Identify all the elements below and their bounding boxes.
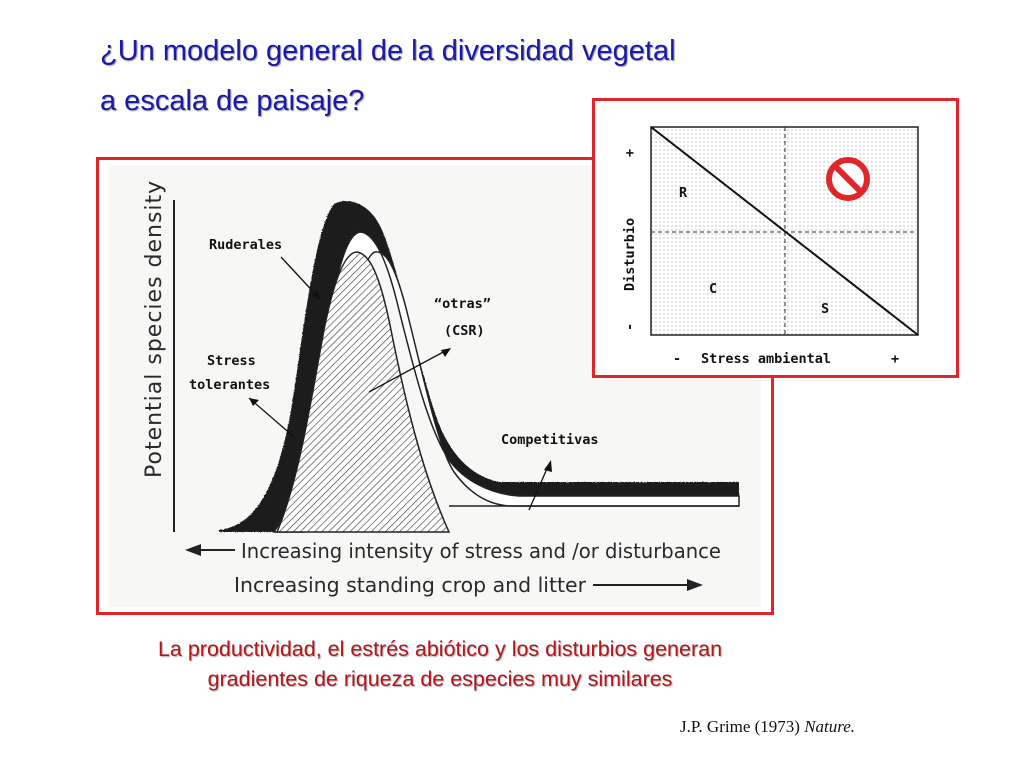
annotation-ruderales-arrow — [280, 256, 320, 299]
crop-arrow-label: Increasing standing crop and litter — [234, 573, 587, 597]
caption-line-1: La productividad, el estrés abiótico y l… — [157, 637, 723, 661]
csr-diagram: R C S + Disturbio - - Stress ambiental + — [622, 126, 919, 367]
annotation-ruderales-arrowhead — [311, 290, 321, 300]
stress-tolerant-band — [275, 251, 451, 533]
csr-label-r: R — [679, 185, 688, 201]
csr-y-minus: - — [622, 323, 638, 331]
csr-label-c: C — [709, 281, 717, 297]
annotation-otras-arrow — [368, 349, 448, 393]
csr-x-axis-label: Stress ambiental — [701, 351, 831, 367]
slide-title-line-1: ¿Un modelo general de la diversidad vege… — [100, 35, 676, 67]
csr-y-axis-label: Disturbio — [622, 218, 638, 291]
annotation-otras-line1: “otras” — [434, 296, 491, 312]
csr-x-plus: + — [891, 351, 899, 367]
csr-label-s: S — [821, 301, 829, 317]
caption-line-2: gradientes de riqueza de especies muy si… — [207, 667, 673, 691]
annotation-otras-arrowhead — [441, 348, 451, 357]
citation: J.P. Grime (1973) Nature. — [680, 717, 855, 737]
crop-arrow — [593, 579, 703, 591]
annotation-competitivas-arrow — [528, 463, 550, 511]
annotation-otras-line2: (CSR) — [444, 323, 485, 339]
csr-x-minus: - — [673, 351, 681, 367]
y-axis-label: Potential species density — [142, 180, 167, 478]
slide-title: ¿Un modelo general de la diversidad vege… — [100, 26, 676, 126]
ruderal-band — [219, 201, 739, 532]
csr-diagram-frame: R C S + Disturbio - - Stress ambiental + — [592, 98, 959, 378]
annotation-stress-line1: Stress — [207, 353, 256, 369]
annotation-stress-arrow — [248, 397, 294, 437]
annotation-stress-arrowhead — [249, 398, 259, 406]
csr-diagonal — [650, 126, 919, 336]
annotation-stress-line2: tolerantes — [189, 377, 270, 393]
stress-arrow-label: Increasing intensity of stress and /or d… — [241, 539, 721, 563]
annotation-competitivas-arrowhead — [544, 460, 552, 472]
no-entry-icon — [826, 157, 870, 201]
slide-caption: La productividad, el estrés abiótico y l… — [60, 634, 820, 694]
csr-y-plus: + — [622, 149, 638, 157]
stress-arrow — [185, 544, 235, 556]
citation-author-year: J.P. Grime (1973) — [680, 717, 805, 736]
annotation-competitivas: Competitivas — [501, 432, 599, 448]
slide-title-line-2: a escala de paisaje? — [100, 85, 365, 117]
annotation-ruderales: Ruderales — [209, 237, 282, 253]
citation-journal: Nature. — [804, 717, 856, 736]
